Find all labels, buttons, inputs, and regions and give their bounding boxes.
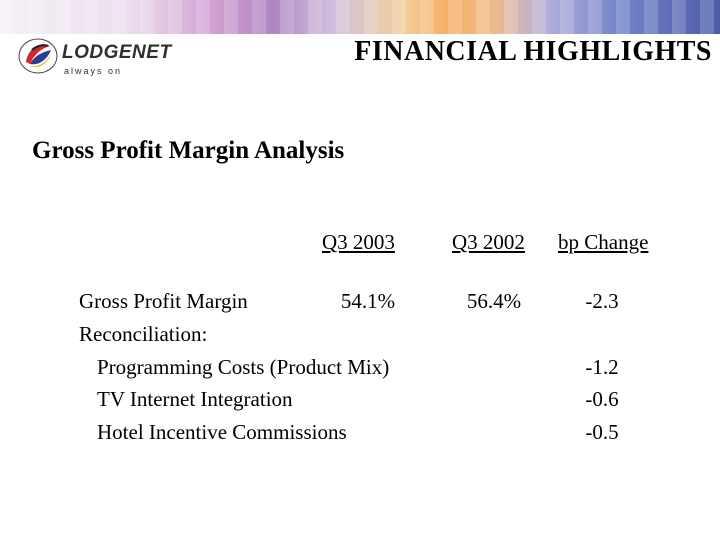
cell-tv-internet-bp-change: -0.6	[585, 387, 619, 411]
lodgenet-logo-icon	[18, 38, 58, 74]
row-label-tv-internet-integration: TV Internet Integration	[97, 387, 293, 411]
column-header-q3-2003: Q3 2003	[322, 230, 395, 254]
lodgenet-logo: LODGENET always on	[18, 36, 178, 80]
row-label-gross-profit-margin: Gross Profit Margin	[79, 289, 248, 313]
logo-tagline: always on	[64, 66, 123, 76]
decorative-header-band	[0, 0, 720, 34]
cell-hotel-incentive-bp-change: -0.5	[585, 420, 619, 444]
cell-gross-profit-bp-change: -2.3	[585, 289, 619, 313]
logo-wordmark: LODGENET	[62, 42, 172, 63]
column-header-q3-2002: Q3 2002	[452, 230, 525, 254]
section-title: Gross Profit Margin Analysis	[32, 137, 345, 164]
row-label-hotel-incentive-commissions: Hotel Incentive Commissions	[97, 420, 347, 444]
column-header-bp-change: bp Change	[558, 230, 649, 254]
cell-gross-profit-q3-2002: 56.4%	[466, 289, 522, 313]
cell-gross-profit-q3-2003: 54.1%	[340, 289, 396, 313]
cell-programming-costs-bp-change: -1.2	[585, 355, 619, 379]
slide-title: FINANCIAL HIGHLIGHTS	[354, 36, 712, 67]
row-label-reconciliation: Reconciliation:	[79, 322, 208, 346]
row-label-programming-costs: Programming Costs (Product Mix)	[97, 355, 390, 379]
